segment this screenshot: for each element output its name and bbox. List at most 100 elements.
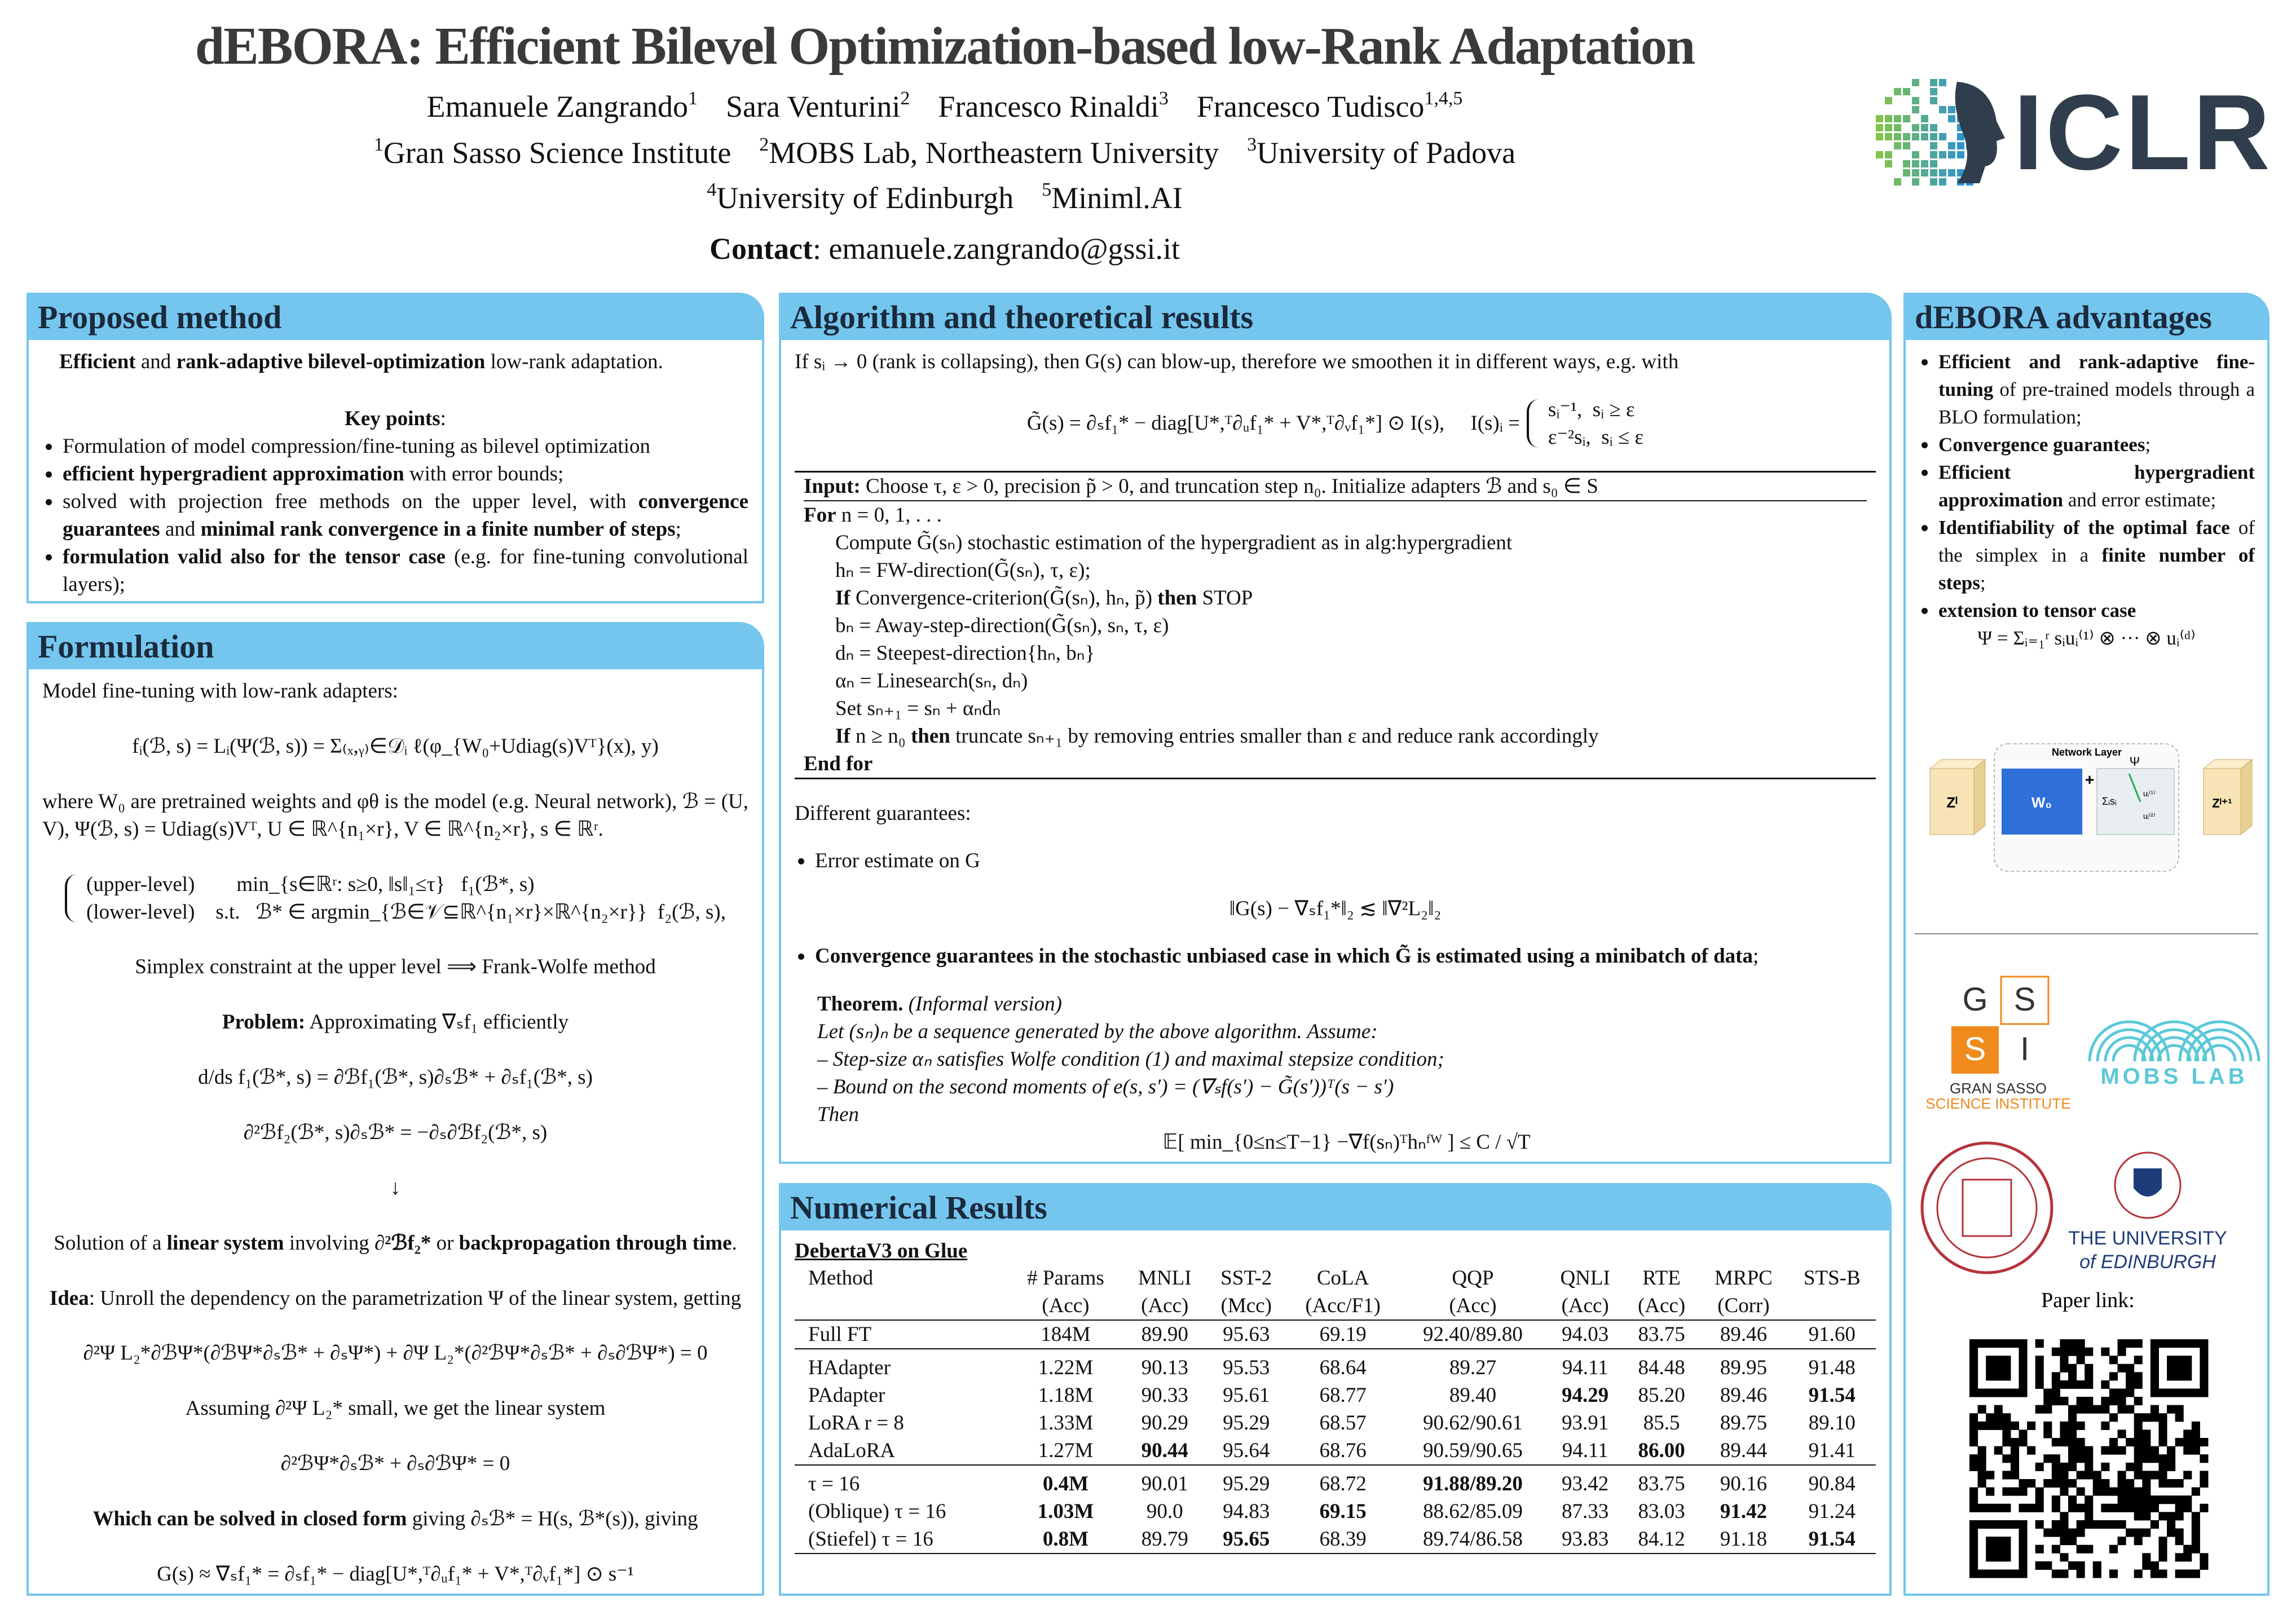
poster-title: dEBORA: Efficient Bilevel Optimization-b… (195, 17, 1695, 76)
qr-code[interactable] (1969, 1339, 2209, 1578)
logo-text: GRAN SASSO (1950, 1080, 2047, 1097)
qr-module (1969, 1553, 1978, 1562)
diagram-label: Zˡ (1946, 794, 1958, 811)
text: bₙ = Away-step-direction(G̃(sₙ), sₙ, τ, … (835, 614, 1169, 638)
qr-module (2085, 1454, 2094, 1463)
table-cell: (Acc) (1141, 1294, 1189, 1317)
qr-module (2076, 1421, 2085, 1430)
algorithm-line: bₙ = Away-step-direction(G̃(sₙ), sₙ, τ, … (804, 612, 1867, 639)
output-block (2240, 758, 2253, 836)
qr-module (2150, 1356, 2159, 1365)
text: Let (sₙ)ₙ be a sequence generated by the… (817, 1020, 1378, 1043)
logo-box (2000, 976, 2050, 1025)
affiliation-mark: 5 (1042, 179, 1052, 200)
qr-module (1994, 1356, 2003, 1365)
qr-module (2035, 1356, 2044, 1365)
qr-module (2035, 1561, 2044, 1570)
qr-module (2068, 1537, 2077, 1546)
logo-pixel (1894, 124, 1901, 131)
qr-module (2010, 1471, 2020, 1480)
qr-module (2060, 1528, 2069, 1537)
logo-pixel (1885, 124, 1892, 131)
qr-module (1994, 1363, 2003, 1373)
qr-module (2117, 1479, 2126, 1488)
logo-arch (2202, 1044, 2237, 1062)
qr-module (2134, 1503, 2143, 1512)
qr-module (1969, 1429, 1978, 1438)
qr-module (1994, 1446, 2003, 1455)
qr-module (1977, 1388, 1986, 1397)
text: If (835, 725, 850, 748)
qr-module (2150, 1380, 2159, 1389)
text: – Step-size αₙ satisfies Wolfe condition… (817, 1047, 1444, 1071)
qr-module (2092, 1520, 2101, 1529)
qr-module (2035, 1544, 2044, 1554)
text: : emanuele.zangrando@gssi.it (812, 232, 1180, 266)
qr-module (2109, 1569, 2118, 1578)
table-cell: RTE (1642, 1266, 1681, 1290)
logo-pixel (1930, 124, 1937, 131)
qr-module (2167, 1454, 2176, 1463)
authors: Emanuele Zangrando1 Sara Venturini2 France… (0, 89, 1889, 124)
table-cell: 95.53 (1223, 1356, 1270, 1379)
qr-module (2200, 1363, 2209, 1373)
qr-module (2002, 1569, 2011, 1578)
table-row: HAdapter 1.22M 90.13 95.53 68.64 89.27 94.11 84… (795, 1349, 1876, 1382)
qr-module (2142, 1446, 2151, 1455)
qr-module (2076, 1405, 2085, 1414)
qr-module (2109, 1503, 2118, 1512)
qr-module (2043, 1388, 2052, 1397)
text: finite number of steps (1938, 544, 2255, 594)
affiliation: University of Edinburgh (716, 181, 1014, 215)
qr-module (2085, 1512, 2094, 1521)
text: convergence guarantees (63, 490, 748, 541)
qr-module (2126, 1372, 2135, 1381)
qr-module (2109, 1413, 2118, 1422)
qr-module (2150, 1503, 2159, 1512)
qr-module (2043, 1454, 2052, 1463)
qr-module (2060, 1438, 2069, 1447)
qr-module (1986, 1421, 1995, 1430)
text: Identifiability of the optimal face (1938, 517, 2230, 539)
logo-pixel (1885, 115, 1892, 122)
header-row: (Acc) (Acc) (Mcc) (Acc/F1) (Acc) (Acc) (Acc) (C… (795, 1292, 1876, 1320)
qr-module (2117, 1397, 2126, 1406)
table-cell: 68.76 (1319, 1439, 1367, 1462)
qr-module (1977, 1569, 1986, 1578)
algorithm: Input: Choose τ, ε > 0, precision p̃ > 0… (795, 471, 1876, 780)
qr-module (2175, 1553, 2184, 1562)
diagram-label: W₀ (2031, 794, 2052, 811)
qr-module (2035, 1380, 2044, 1389)
table-cell: 83.03 (1638, 1500, 1685, 1523)
logo-pixel (1894, 178, 1901, 186)
qr-module (2150, 1413, 2159, 1422)
panel-body: DebertaV3 on Glue Method # Params MNLI SST-2… (779, 1230, 1892, 1596)
qr-module (2101, 1347, 2110, 1356)
logo-text: ICLR (2013, 73, 2267, 192)
qr-module (2134, 1397, 2143, 1406)
padova-seal (1962, 1179, 2012, 1237)
qr-module (2027, 1479, 2036, 1488)
qr-module (2117, 1405, 2126, 1414)
qr-module (2051, 1372, 2060, 1381)
qr-module (2158, 1569, 2167, 1578)
qr-module (2150, 1561, 2159, 1570)
table-cell: Full FT (808, 1323, 872, 1346)
text: dₙ = Steepest-direction{hₙ, bₙ} (835, 642, 1095, 665)
paragraph: Different guarantees: (795, 800, 1876, 827)
table-cell: 0.8M (1042, 1528, 1088, 1551)
qr-module (1969, 1388, 1978, 1397)
qr-module (2191, 1339, 2200, 1348)
text: minimal rank convergence in a finite num… (200, 518, 676, 541)
qr-module (2175, 1512, 2184, 1521)
algorithm-line: For n = 0, 1, . . . (804, 501, 1867, 529)
qr-module (2085, 1544, 2094, 1554)
table-cell: 93.42 (1562, 1472, 1609, 1495)
qr-module (2002, 1339, 2011, 1348)
algorithm-line: If Convergence-criterion(G̃(sₙ), hₙ, p̃)… (804, 584, 1867, 612)
qr-module (2027, 1503, 2036, 1512)
qr-module (1994, 1405, 2003, 1414)
input-block (1973, 758, 1986, 836)
contact: Contact: emanuele.zangrando@gssi.it (0, 231, 1889, 266)
